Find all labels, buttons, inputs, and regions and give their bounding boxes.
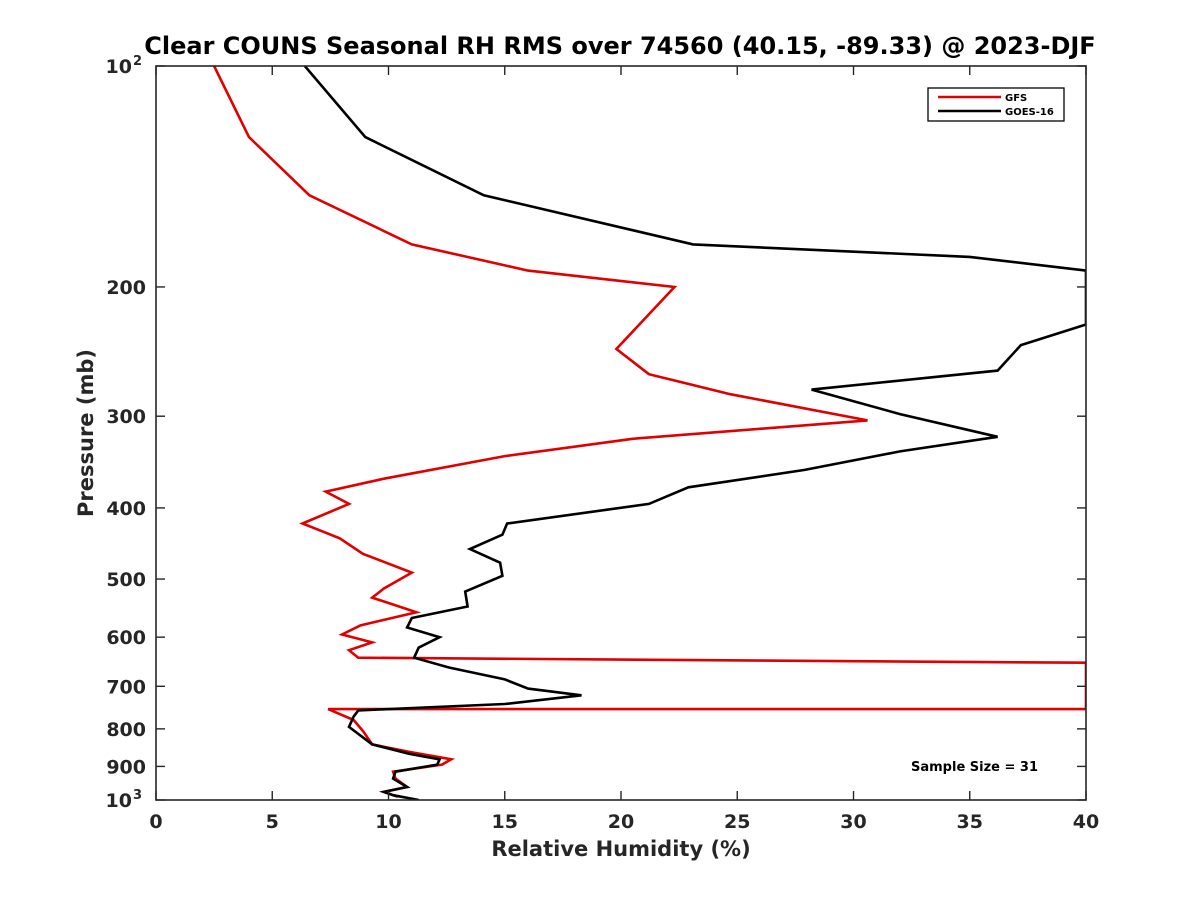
y-tick-exponent: 2	[133, 54, 142, 69]
y-tick-exponent: 3	[133, 788, 142, 803]
series-layer	[212, 66, 1086, 800]
y-tick-label: 10	[106, 790, 132, 812]
y-tick-label: 600	[106, 627, 146, 649]
x-tick-label: 0	[149, 811, 162, 833]
x-tick-label: 5	[266, 811, 279, 833]
x-axis: 0 5 10 15 20 25 30 35 40	[149, 66, 1099, 833]
sample-size-annotation: Sample Size = 31	[911, 760, 1038, 775]
y-tick-label: 400	[106, 498, 146, 520]
legend: GFS GOES-16	[927, 87, 1065, 122]
x-tick-label: 25	[724, 811, 750, 833]
y-tick-label: 900	[106, 756, 146, 778]
x-tick-label: 20	[608, 811, 634, 833]
legend-box	[927, 87, 1065, 122]
y-tick-label: 200	[106, 277, 146, 299]
y-tick-label: 500	[106, 569, 146, 591]
series-line-goes16	[303, 66, 1086, 800]
y-tick-label: 300	[106, 406, 146, 428]
x-tick-label: 15	[492, 811, 518, 833]
legend-label-goes16: GOES-16	[1005, 107, 1054, 118]
x-tick-label: 35	[957, 811, 983, 833]
x-axis-label: Relative Humidity (%)	[491, 837, 750, 861]
chart-title: Clear COUNS Seasonal RH RMS over 74560 (…	[144, 32, 1095, 60]
legend-label-gfs: GFS	[1005, 93, 1027, 104]
x-tick-label: 30	[840, 811, 866, 833]
y-axis-label: Pressure (mb)	[74, 349, 98, 517]
y-tick-label: 800	[106, 719, 146, 741]
series-line-gfs	[212, 66, 1086, 799]
x-tick-label: 40	[1073, 811, 1099, 833]
x-tick-label: 10	[375, 811, 401, 833]
y-tick-label: 10	[106, 56, 132, 78]
y-tick-label: 700	[106, 676, 146, 698]
